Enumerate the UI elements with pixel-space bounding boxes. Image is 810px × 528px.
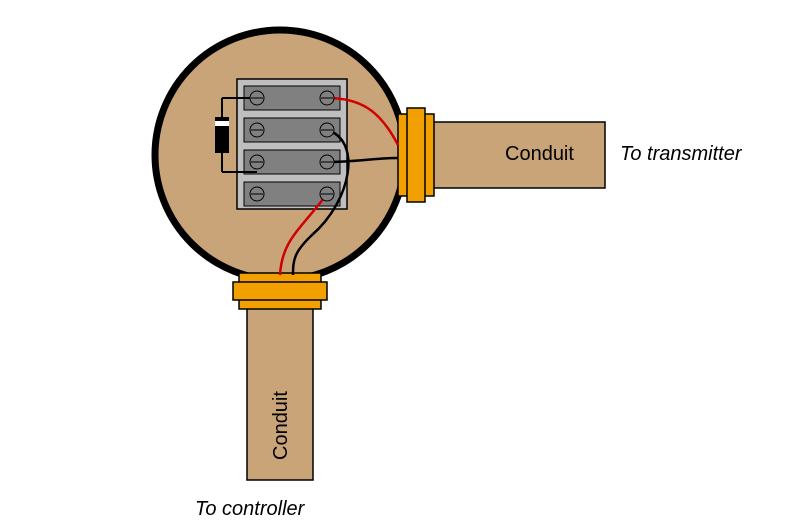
fitting-bottom-nut bbox=[233, 282, 327, 300]
conduit-bottom-label: Conduit bbox=[270, 391, 292, 460]
conduit-right-label: Conduit bbox=[505, 143, 574, 165]
junction-box-diagram: Conduit To transmitter Conduit To contro… bbox=[0, 0, 810, 528]
diode-band bbox=[215, 121, 229, 126]
to-controller-label: To controller bbox=[195, 498, 306, 520]
fitting-right-nut bbox=[407, 108, 425, 202]
to-transmitter-label: To transmitter bbox=[620, 143, 743, 165]
